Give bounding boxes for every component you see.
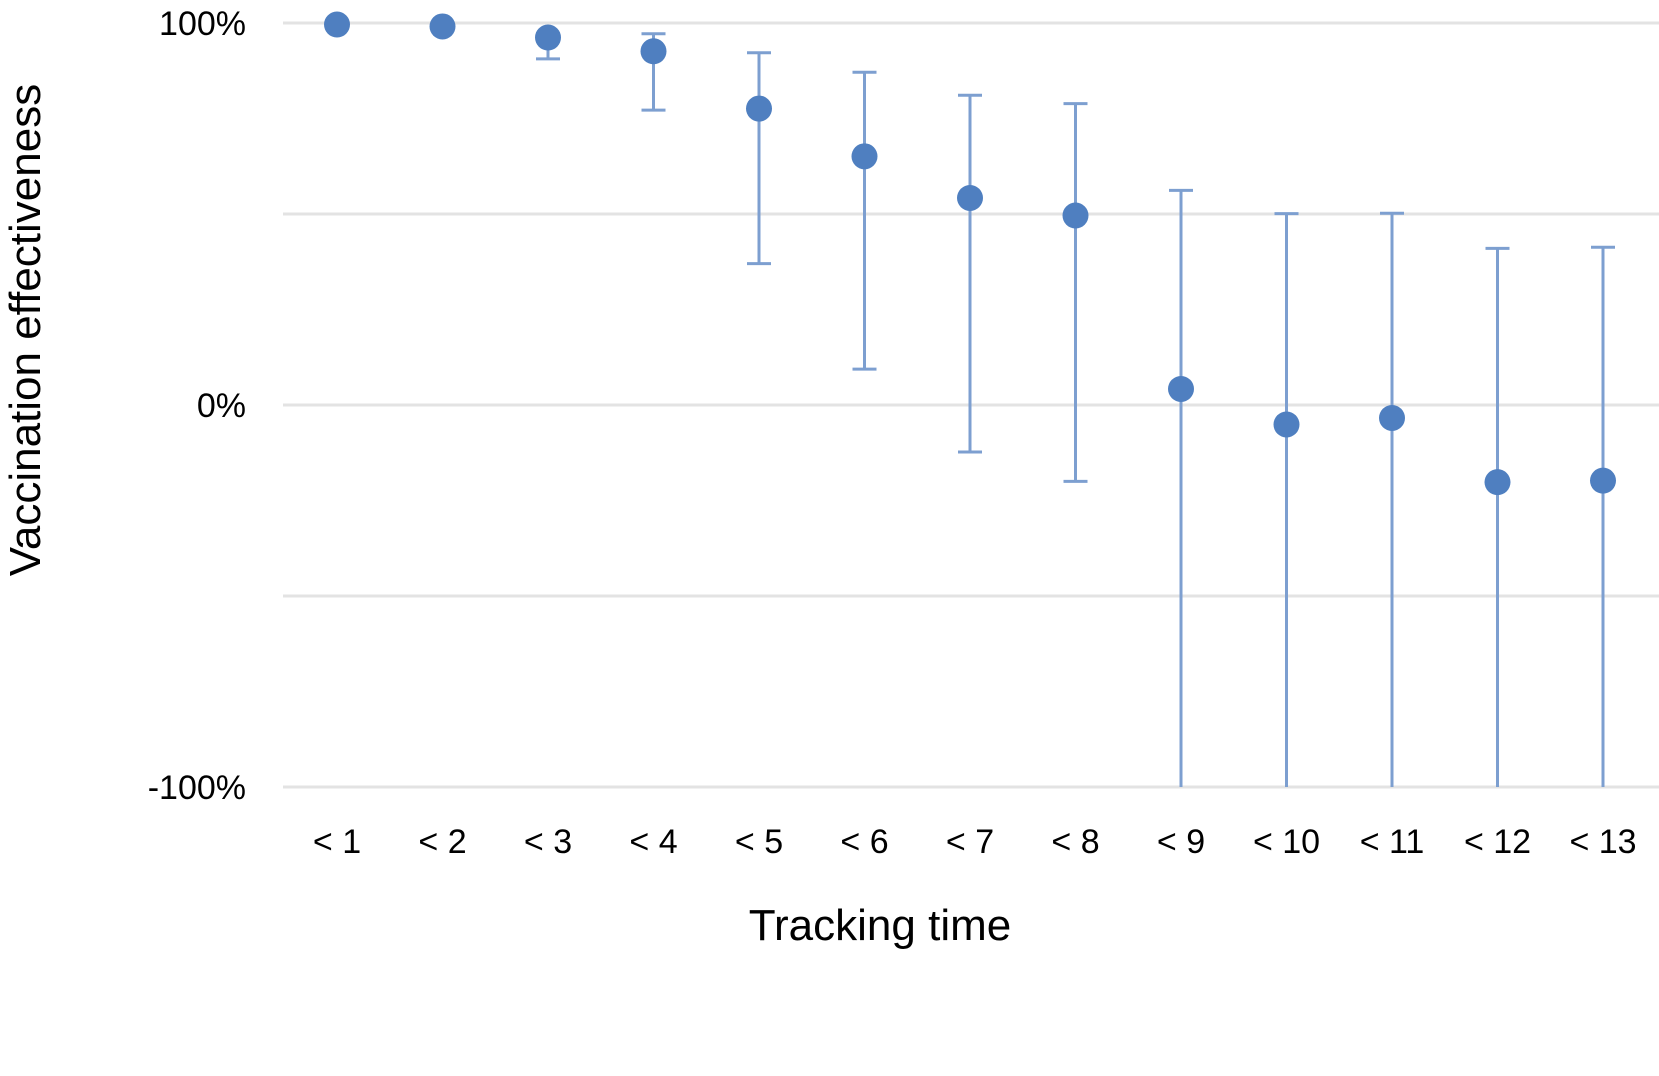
data-point — [851, 143, 878, 170]
error-bar — [958, 93, 982, 454]
x-tick-label: < 6 — [840, 823, 888, 861]
data-point — [1062, 202, 1089, 229]
data-point — [324, 11, 350, 38]
x-axis-title: Tracking time — [749, 901, 1011, 950]
x-axis-ticks: < 1 < 2 < 3 < 4 < 5 < 6 < 7 < 8 < 9 < 10 < 11 < 12 <… — [313, 823, 1637, 861]
data-point — [957, 184, 983, 211]
data-point — [746, 95, 772, 122]
error-bar — [1485, 246, 1510, 787]
data-points — [324, 11, 1616, 496]
error-bar — [1274, 212, 1299, 787]
data-point — [1484, 469, 1511, 496]
data-point — [1273, 411, 1300, 438]
y-tick-label: 0% — [197, 387, 246, 425]
error-bar — [1591, 245, 1615, 787]
x-tick-label: < 7 — [946, 823, 994, 861]
x-tick-label: < 8 — [1051, 823, 1099, 861]
x-tick-label: < 4 — [629, 823, 677, 861]
error-bar — [1063, 102, 1088, 483]
y-tick-label: 100% — [159, 5, 246, 43]
error-bar — [747, 51, 771, 266]
data-point — [640, 38, 667, 65]
data-point — [1590, 467, 1616, 494]
x-tick-label: < 2 — [418, 823, 466, 861]
error-bar — [1380, 211, 1404, 787]
y-axis-ticks: 100% 0% -100% — [148, 5, 246, 807]
error-bar — [1169, 188, 1193, 787]
x-tick-label: < 3 — [524, 823, 572, 861]
data-point — [429, 13, 456, 40]
error-bar — [852, 70, 877, 371]
data-point — [1379, 404, 1405, 431]
x-tick-label: < 9 — [1157, 823, 1205, 861]
x-tick-label: < 11 — [1360, 823, 1425, 861]
x-tick-label: < 5 — [735, 823, 783, 861]
x-tick-label: < 12 — [1464, 823, 1531, 861]
x-tick-label: < 1 — [313, 823, 361, 861]
y-axis-title: Vaccination effectiveness — [1, 84, 50, 576]
y-tick-label: -100% — [148, 769, 246, 807]
data-point — [1168, 375, 1194, 402]
x-tick-label: < 13 — [1569, 823, 1636, 861]
error-bars — [536, 32, 1615, 787]
data-point — [535, 24, 561, 51]
x-tick-label: < 10 — [1253, 823, 1320, 861]
